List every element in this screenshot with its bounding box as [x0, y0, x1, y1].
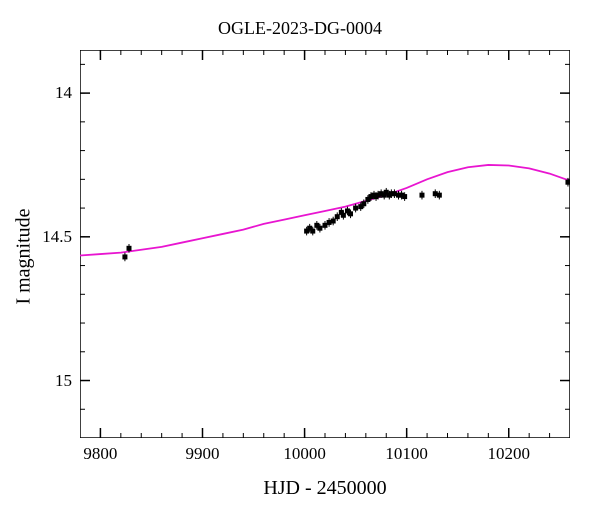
chart-title: OGLE-2023-DG-0004	[0, 18, 600, 39]
x-tick-label: 9900	[186, 444, 220, 464]
y-tick-label: 14	[55, 83, 72, 103]
x-tick-label: 10200	[488, 444, 531, 464]
chart-container: OGLE-2023-DG-0004 I magnitude HJD - 2450…	[0, 0, 600, 512]
y-axis-label: I magnitude	[12, 0, 36, 512]
y-tick-label: 14.5	[42, 227, 72, 247]
plot-area	[80, 50, 570, 438]
x-tick-label: 9800	[83, 444, 117, 464]
x-axis-label: HJD - 2450000	[80, 477, 570, 500]
x-tick-label: 10100	[385, 444, 428, 464]
y-tick-label: 15	[55, 371, 72, 391]
x-tick-label: 10000	[283, 444, 326, 464]
